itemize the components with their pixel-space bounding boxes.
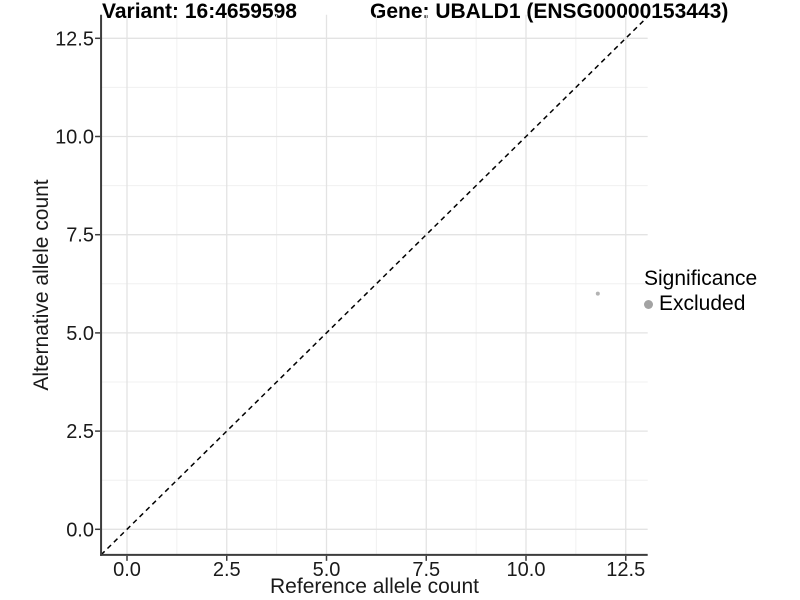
- x-tick-label: 12.5: [606, 559, 645, 581]
- y-tick-label: 0.0: [66, 519, 94, 541]
- plot-title-gene: Gene: UBALD1 (ENSG00000153443): [370, 0, 729, 23]
- legend-item-excluded: Excluded: [644, 292, 757, 316]
- legend-title: Significance: [644, 267, 758, 290]
- x-tick-label: 10.0: [507, 559, 546, 581]
- x-axis-title: Reference allele count: [270, 575, 479, 598]
- x-tick-label: 0.0: [113, 559, 141, 581]
- y-axis-title: Alternative allele count: [30, 179, 53, 391]
- x-tick-label: 2.5: [213, 559, 241, 581]
- y-tick-label: 7.5: [66, 225, 94, 247]
- y-tick-label: 12.5: [55, 28, 94, 50]
- plot-title-variant: Variant: 16:4659598: [102, 0, 297, 23]
- y-tick-label: 5.0: [66, 323, 94, 345]
- excluded-point-icon: [644, 299, 653, 309]
- y-tick-label: 10.0: [55, 127, 94, 149]
- x-tick-label: 5.0: [313, 559, 341, 581]
- legend: Significance Excluded: [644, 267, 757, 316]
- legend-item-label: Excluded: [659, 292, 746, 315]
- x-tick-label: 7.5: [412, 559, 440, 581]
- y-tick-label: 2.5: [66, 421, 94, 443]
- identity-dashed-line: [100, 16, 649, 556]
- data-point-excluded: [595, 291, 600, 296]
